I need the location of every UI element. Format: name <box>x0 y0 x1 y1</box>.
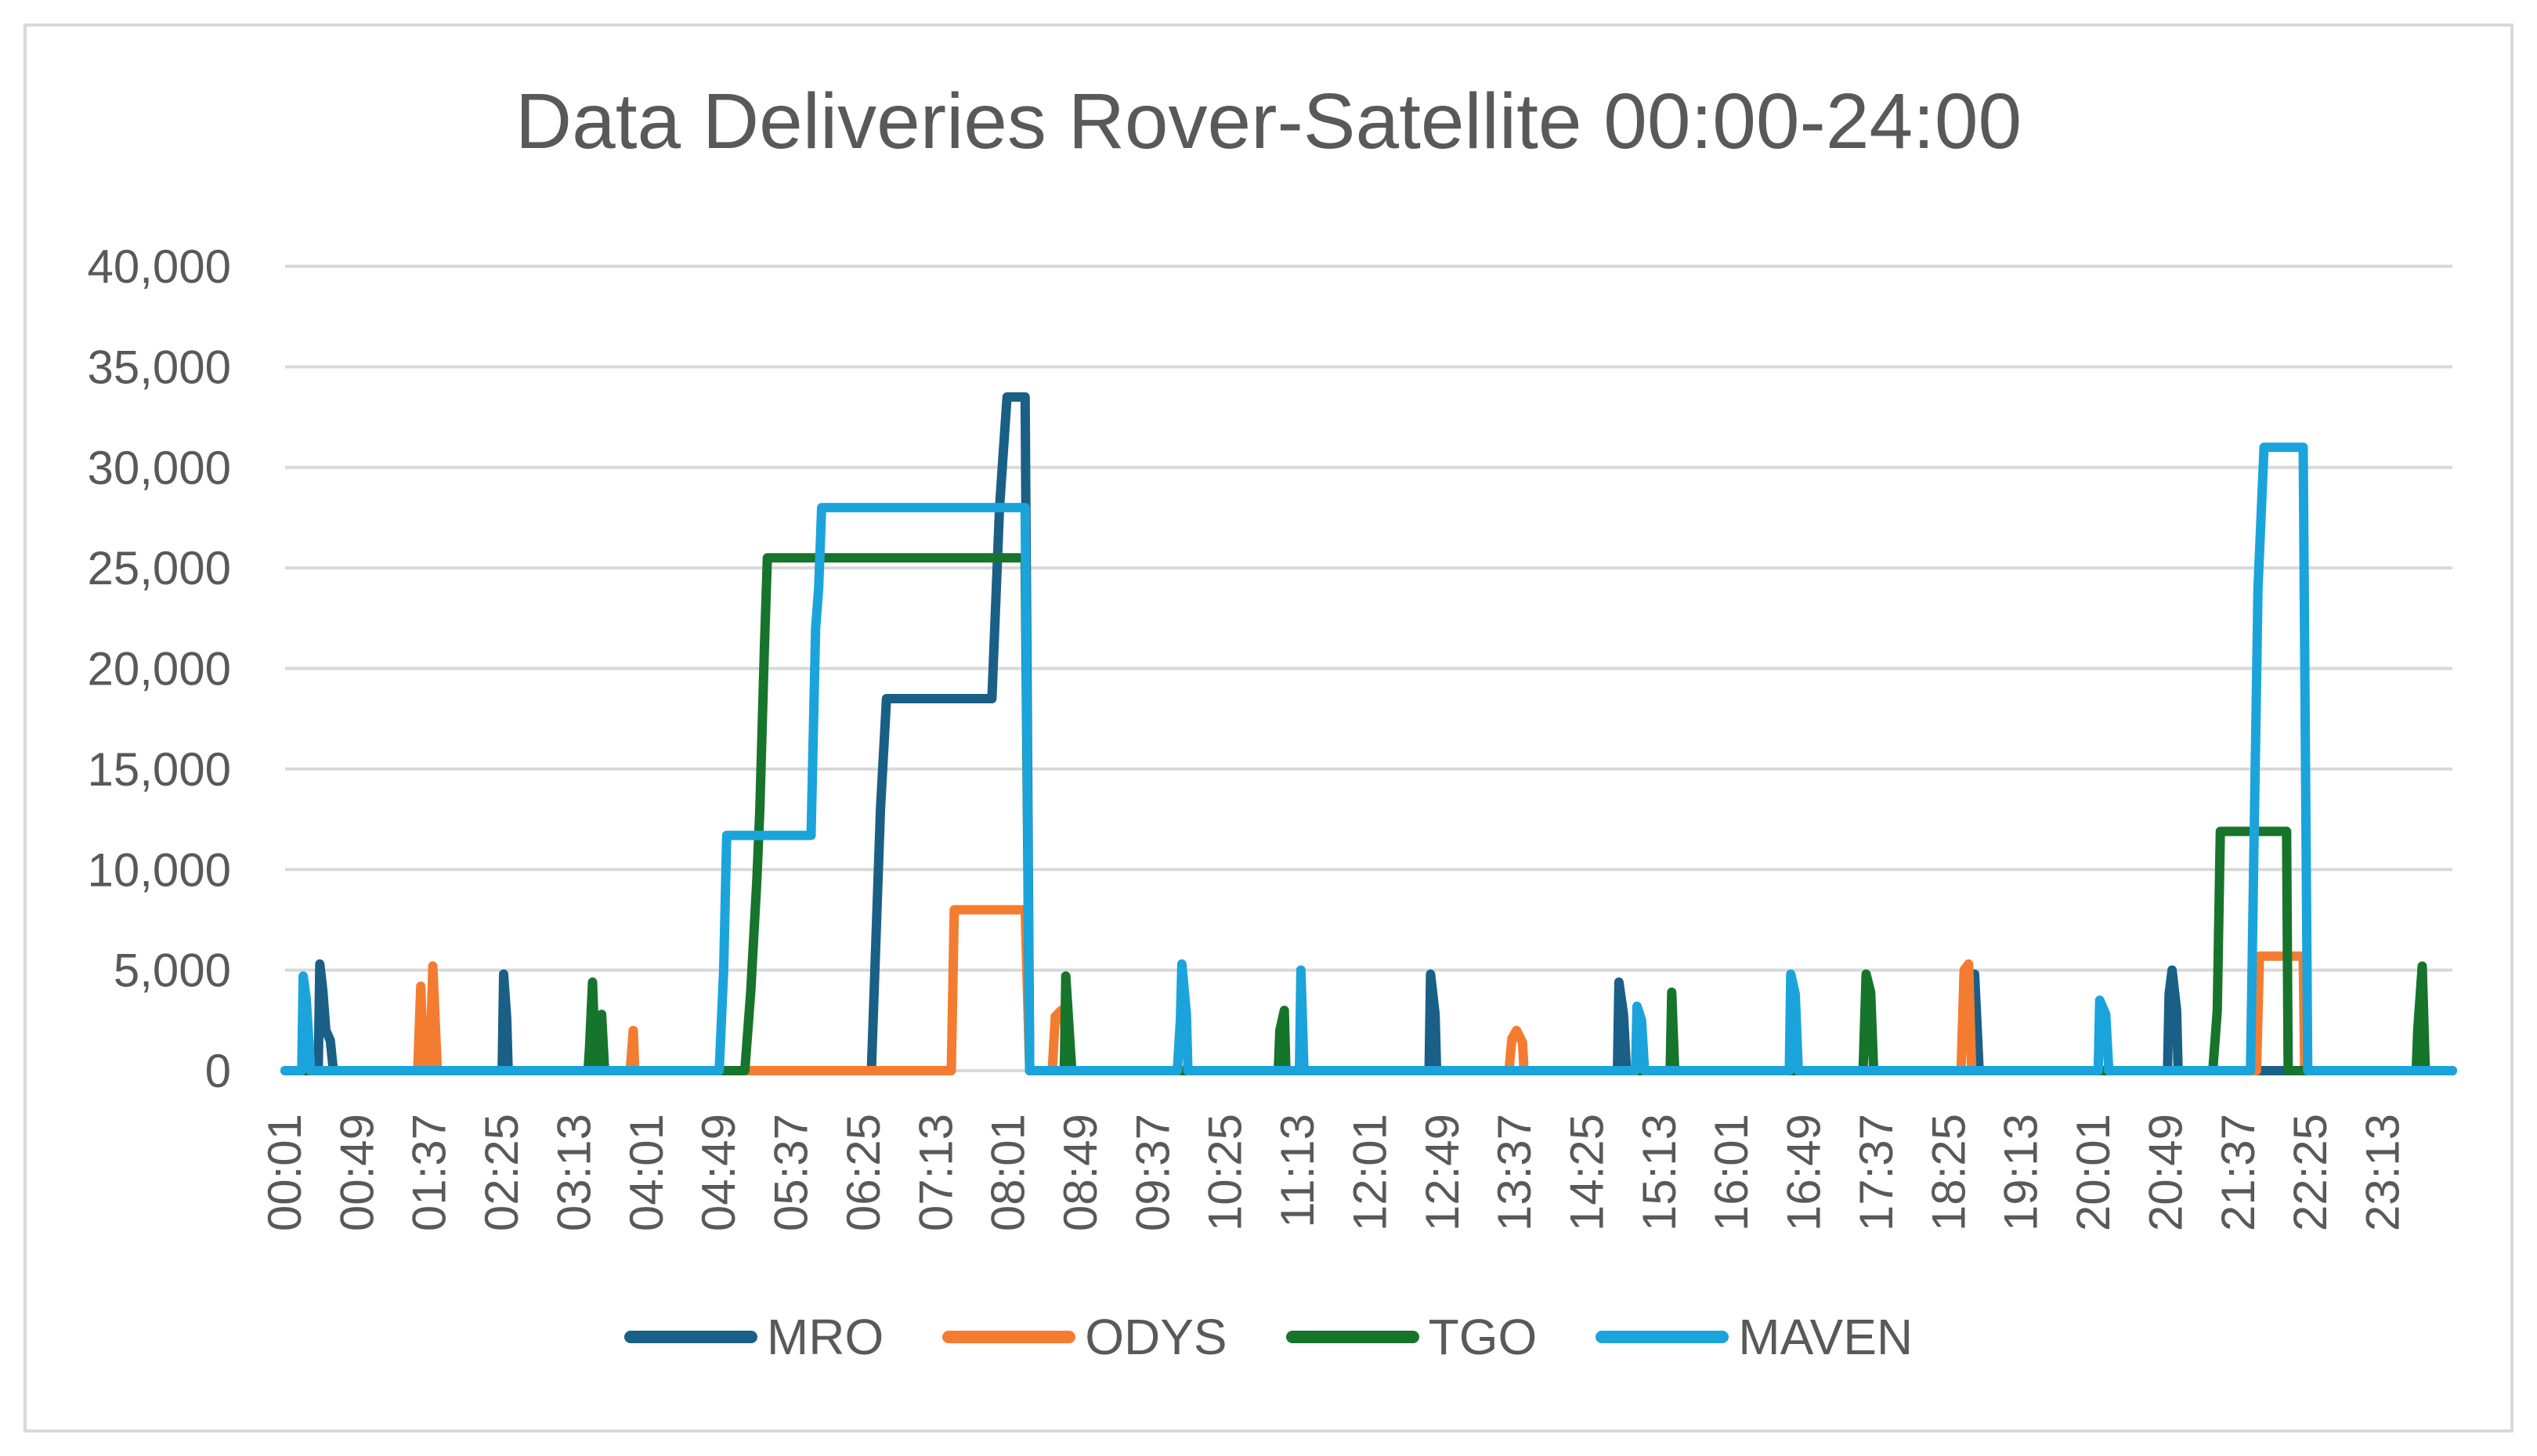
legend-swatch <box>1285 1331 1419 1343</box>
x-tick-label: 01:37 <box>403 1114 456 1231</box>
series-line-tgo <box>280 553 2457 1075</box>
x-tick-label: 07:13 <box>909 1114 962 1231</box>
x-tick-label: 10:25 <box>1199 1114 1252 1231</box>
x-tick-label: 04:01 <box>620 1114 673 1231</box>
x-tick-label: 18:25 <box>1922 1114 1975 1231</box>
y-tick-label: 30,000 <box>87 442 231 494</box>
chart-frame <box>23 23 2514 1433</box>
legend-item-odys: ODYS <box>942 1308 1227 1366</box>
y-tick-label: 40,000 <box>87 240 231 293</box>
x-tick-label: 08:49 <box>1054 1114 1107 1231</box>
x-tick-label: 13:37 <box>1488 1114 1541 1231</box>
x-tick-label: 16:01 <box>1705 1114 1758 1231</box>
legend-item-tgo: TGO <box>1285 1308 1538 1366</box>
chart-title: Data Deliveries Rover-Satellite 00:00-24… <box>515 78 2022 165</box>
x-tick-label: 12:01 <box>1343 1114 1396 1231</box>
x-tick-label: 15:13 <box>1633 1114 1686 1231</box>
x-tick-label: 03:13 <box>548 1114 600 1231</box>
x-tick-label: 21:37 <box>2212 1114 2264 1231</box>
series-lines <box>280 392 2457 1075</box>
x-tick-label: 09:37 <box>1126 1114 1179 1231</box>
x-tick-label: 00:49 <box>331 1114 383 1231</box>
y-axis-tick-labels: 0 5,000 10,000 15,000 20,000 25,000 30,000 35,0… <box>87 240 231 1097</box>
legend-label: ODYS <box>1085 1309 1227 1365</box>
x-tick-label: 04:49 <box>692 1114 745 1231</box>
legend-label: MRO <box>766 1309 884 1365</box>
y-tick-label: 25,000 <box>87 542 231 594</box>
y-tick-label: 20,000 <box>87 643 231 695</box>
x-tick-label: 02:25 <box>475 1114 528 1231</box>
x-tick-label: 06:25 <box>837 1114 890 1231</box>
x-tick-label: 22:25 <box>2284 1114 2336 1231</box>
legend-swatch <box>1596 1331 1729 1343</box>
y-tick-label: 0 <box>205 1045 231 1097</box>
x-tick-label: 17:37 <box>1850 1114 1903 1231</box>
gridlines <box>285 265 2452 1072</box>
x-tick-label: 23:13 <box>2356 1114 2409 1231</box>
legend-label: MAVEN <box>1738 1309 1914 1365</box>
x-tick-label: 16:49 <box>1778 1114 1830 1231</box>
y-tick-label: 5,000 <box>114 945 231 997</box>
x-tick-label: 00:01 <box>258 1114 311 1231</box>
x-tick-label: 11:13 <box>1271 1114 1324 1228</box>
legend-swatch <box>942 1331 1076 1343</box>
x-tick-label: 20:01 <box>2067 1114 2120 1231</box>
x-tick-label: 19:13 <box>1995 1114 2047 1231</box>
x-tick-label: 05:37 <box>765 1114 818 1231</box>
x-tick-label: 12:49 <box>1416 1114 1469 1231</box>
y-tick-label: 35,000 <box>87 341 231 393</box>
y-tick-label: 10,000 <box>87 844 231 896</box>
legend-item-mro: MRO <box>623 1308 884 1366</box>
series-line-maven <box>280 443 2457 1075</box>
x-tick-label: 08:01 <box>982 1114 1035 1231</box>
x-tick-label: 20:49 <box>2139 1114 2192 1231</box>
legend-item-maven: MAVEN <box>1596 1308 1913 1366</box>
legend: MRO ODYS TGO MAVEN <box>0 1308 2537 1366</box>
legend-label: TGO <box>1428 1309 1538 1365</box>
x-tick-label: 14:25 <box>1561 1114 1614 1231</box>
legend-swatch <box>623 1331 757 1343</box>
y-tick-label: 15,000 <box>87 743 231 796</box>
x-axis-tick-labels: 00:01 00:49 01:37 02:25 03:13 04:01 04:49 05:37… <box>258 1114 2409 1231</box>
series-line-odys <box>280 905 2457 1075</box>
